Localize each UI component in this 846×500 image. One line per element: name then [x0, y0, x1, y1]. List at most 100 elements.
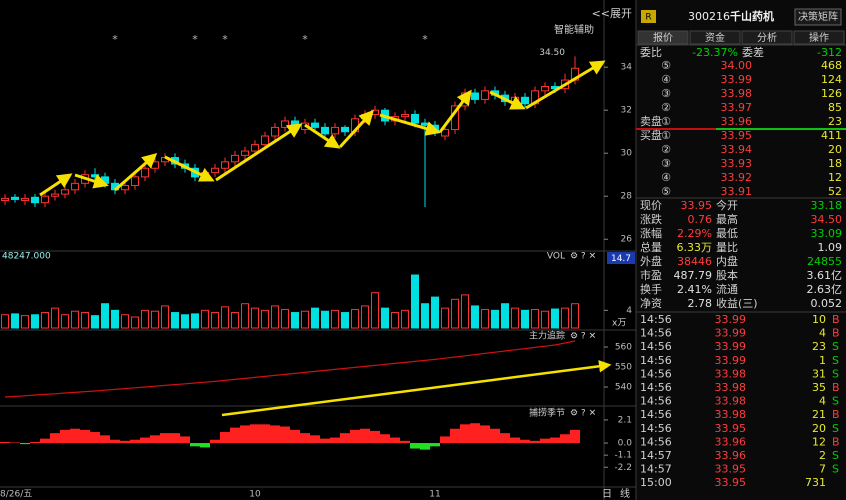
volume-bar [151, 310, 159, 329]
price: 33.97 [721, 101, 753, 114]
level: ① [661, 115, 671, 128]
volume-bar [141, 309, 149, 329]
quote-label: 内盘 [716, 254, 738, 268]
panel-title: VOL [547, 252, 565, 262]
season-bar [270, 425, 280, 444]
volume-bar [321, 310, 329, 329]
trade-time: 14:56 [640, 408, 672, 421]
candle-body [121, 184, 129, 191]
volume-bar [501, 303, 509, 329]
quote-label: 现价 [640, 199, 662, 212]
season-bar [60, 429, 70, 444]
candle-body [41, 195, 49, 204]
level: ③ [661, 87, 671, 100]
season-bar [330, 437, 340, 444]
trade-time: 14:56 [640, 354, 672, 367]
panel-tools: ⚙ ? ✕ [570, 332, 596, 342]
panel-value: 48247.000 [2, 252, 51, 262]
y-tick-label: 4 [626, 306, 632, 316]
quote-label: 总量 [640, 240, 662, 254]
expand-button[interactable]: <<展开 [592, 7, 632, 20]
trade-side: S [832, 422, 839, 435]
ask-label: 卖盘 [640, 114, 662, 128]
tab[interactable] [689, 30, 741, 45]
season-bar [450, 428, 460, 444]
volume: 52 [828, 185, 842, 198]
trade-volume: 731 [805, 476, 826, 489]
volume-bar [291, 312, 299, 329]
volume: 23 [828, 115, 842, 128]
season-bar [10, 442, 20, 444]
volume-bar [551, 308, 559, 329]
candle-body [141, 167, 149, 178]
season-bar [500, 433, 510, 444]
season-bar [180, 436, 190, 444]
side-panel [636, 0, 846, 500]
candle-body [251, 144, 259, 152]
candle-body [341, 126, 349, 133]
trade-time: 14:56 [640, 327, 672, 340]
quote-label: 外盘 [640, 254, 662, 268]
trade-time: 14:57 [640, 449, 672, 462]
y-tick-label: 560 [615, 343, 632, 353]
trade-price: 33.99 [715, 354, 747, 367]
volume-bar [491, 309, 499, 329]
trade-price: 33.95 [715, 476, 747, 489]
price: 33.96 [721, 115, 753, 128]
quote-label: 净资 [640, 296, 662, 310]
level: ⑤ [661, 59, 671, 72]
trade-volume: 31 [812, 367, 826, 380]
price: 33.99 [721, 73, 753, 86]
matrix-button[interactable] [794, 8, 842, 26]
volume-bar [481, 308, 489, 329]
badge-text: R [645, 13, 651, 23]
quote-label: 最低 [716, 227, 738, 240]
quote-value: 34.50 [811, 213, 843, 226]
y-tick-label: 2.1 [618, 415, 632, 425]
candle-body [311, 122, 319, 128]
season-bar [280, 426, 290, 444]
volume-bar [121, 314, 129, 329]
candle-body [441, 129, 449, 137]
level: ① [661, 129, 671, 142]
volume: 20 [828, 143, 842, 156]
candle-body [11, 196, 19, 200]
volume-bar [111, 309, 119, 329]
panel-title: 捕捞季节 [529, 407, 565, 419]
trade-side: S [832, 449, 839, 462]
volume-bar [421, 303, 429, 329]
volume-bar [201, 309, 209, 329]
season-bar [300, 433, 310, 444]
candle-body [521, 96, 529, 105]
quote-label: 收益(三) [716, 296, 758, 310]
volume-bar [571, 303, 579, 329]
volume-bar [221, 306, 229, 329]
season-bar [240, 425, 250, 444]
tab-label: 报价 [653, 31, 673, 44]
tab[interactable] [637, 30, 689, 45]
candle-body [281, 120, 289, 128]
volume-bar [161, 305, 169, 329]
season-bar [520, 439, 530, 444]
trade-price: 33.96 [715, 435, 747, 448]
volume-bar [91, 315, 99, 329]
candle-body [211, 167, 219, 174]
candle-body [511, 96, 519, 103]
y-tick-label: -1.1 [614, 451, 632, 461]
tab[interactable] [793, 30, 845, 45]
candle-body [271, 126, 279, 137]
quote-value: 2.41% [677, 283, 712, 296]
season-bar [130, 439, 140, 444]
candle-body [151, 161, 159, 169]
matrix-button-text: 决策矩阵 [798, 10, 838, 23]
trade-side: S [832, 367, 839, 380]
trade-price: 33.95 [715, 422, 747, 435]
marker: * [222, 33, 228, 46]
main-force-line [4, 340, 576, 398]
diff: -312 [817, 46, 842, 59]
season-bar [470, 423, 480, 444]
trade-time: 15:00 [640, 476, 672, 489]
tab[interactable] [741, 30, 793, 45]
volume-bar [81, 312, 89, 329]
